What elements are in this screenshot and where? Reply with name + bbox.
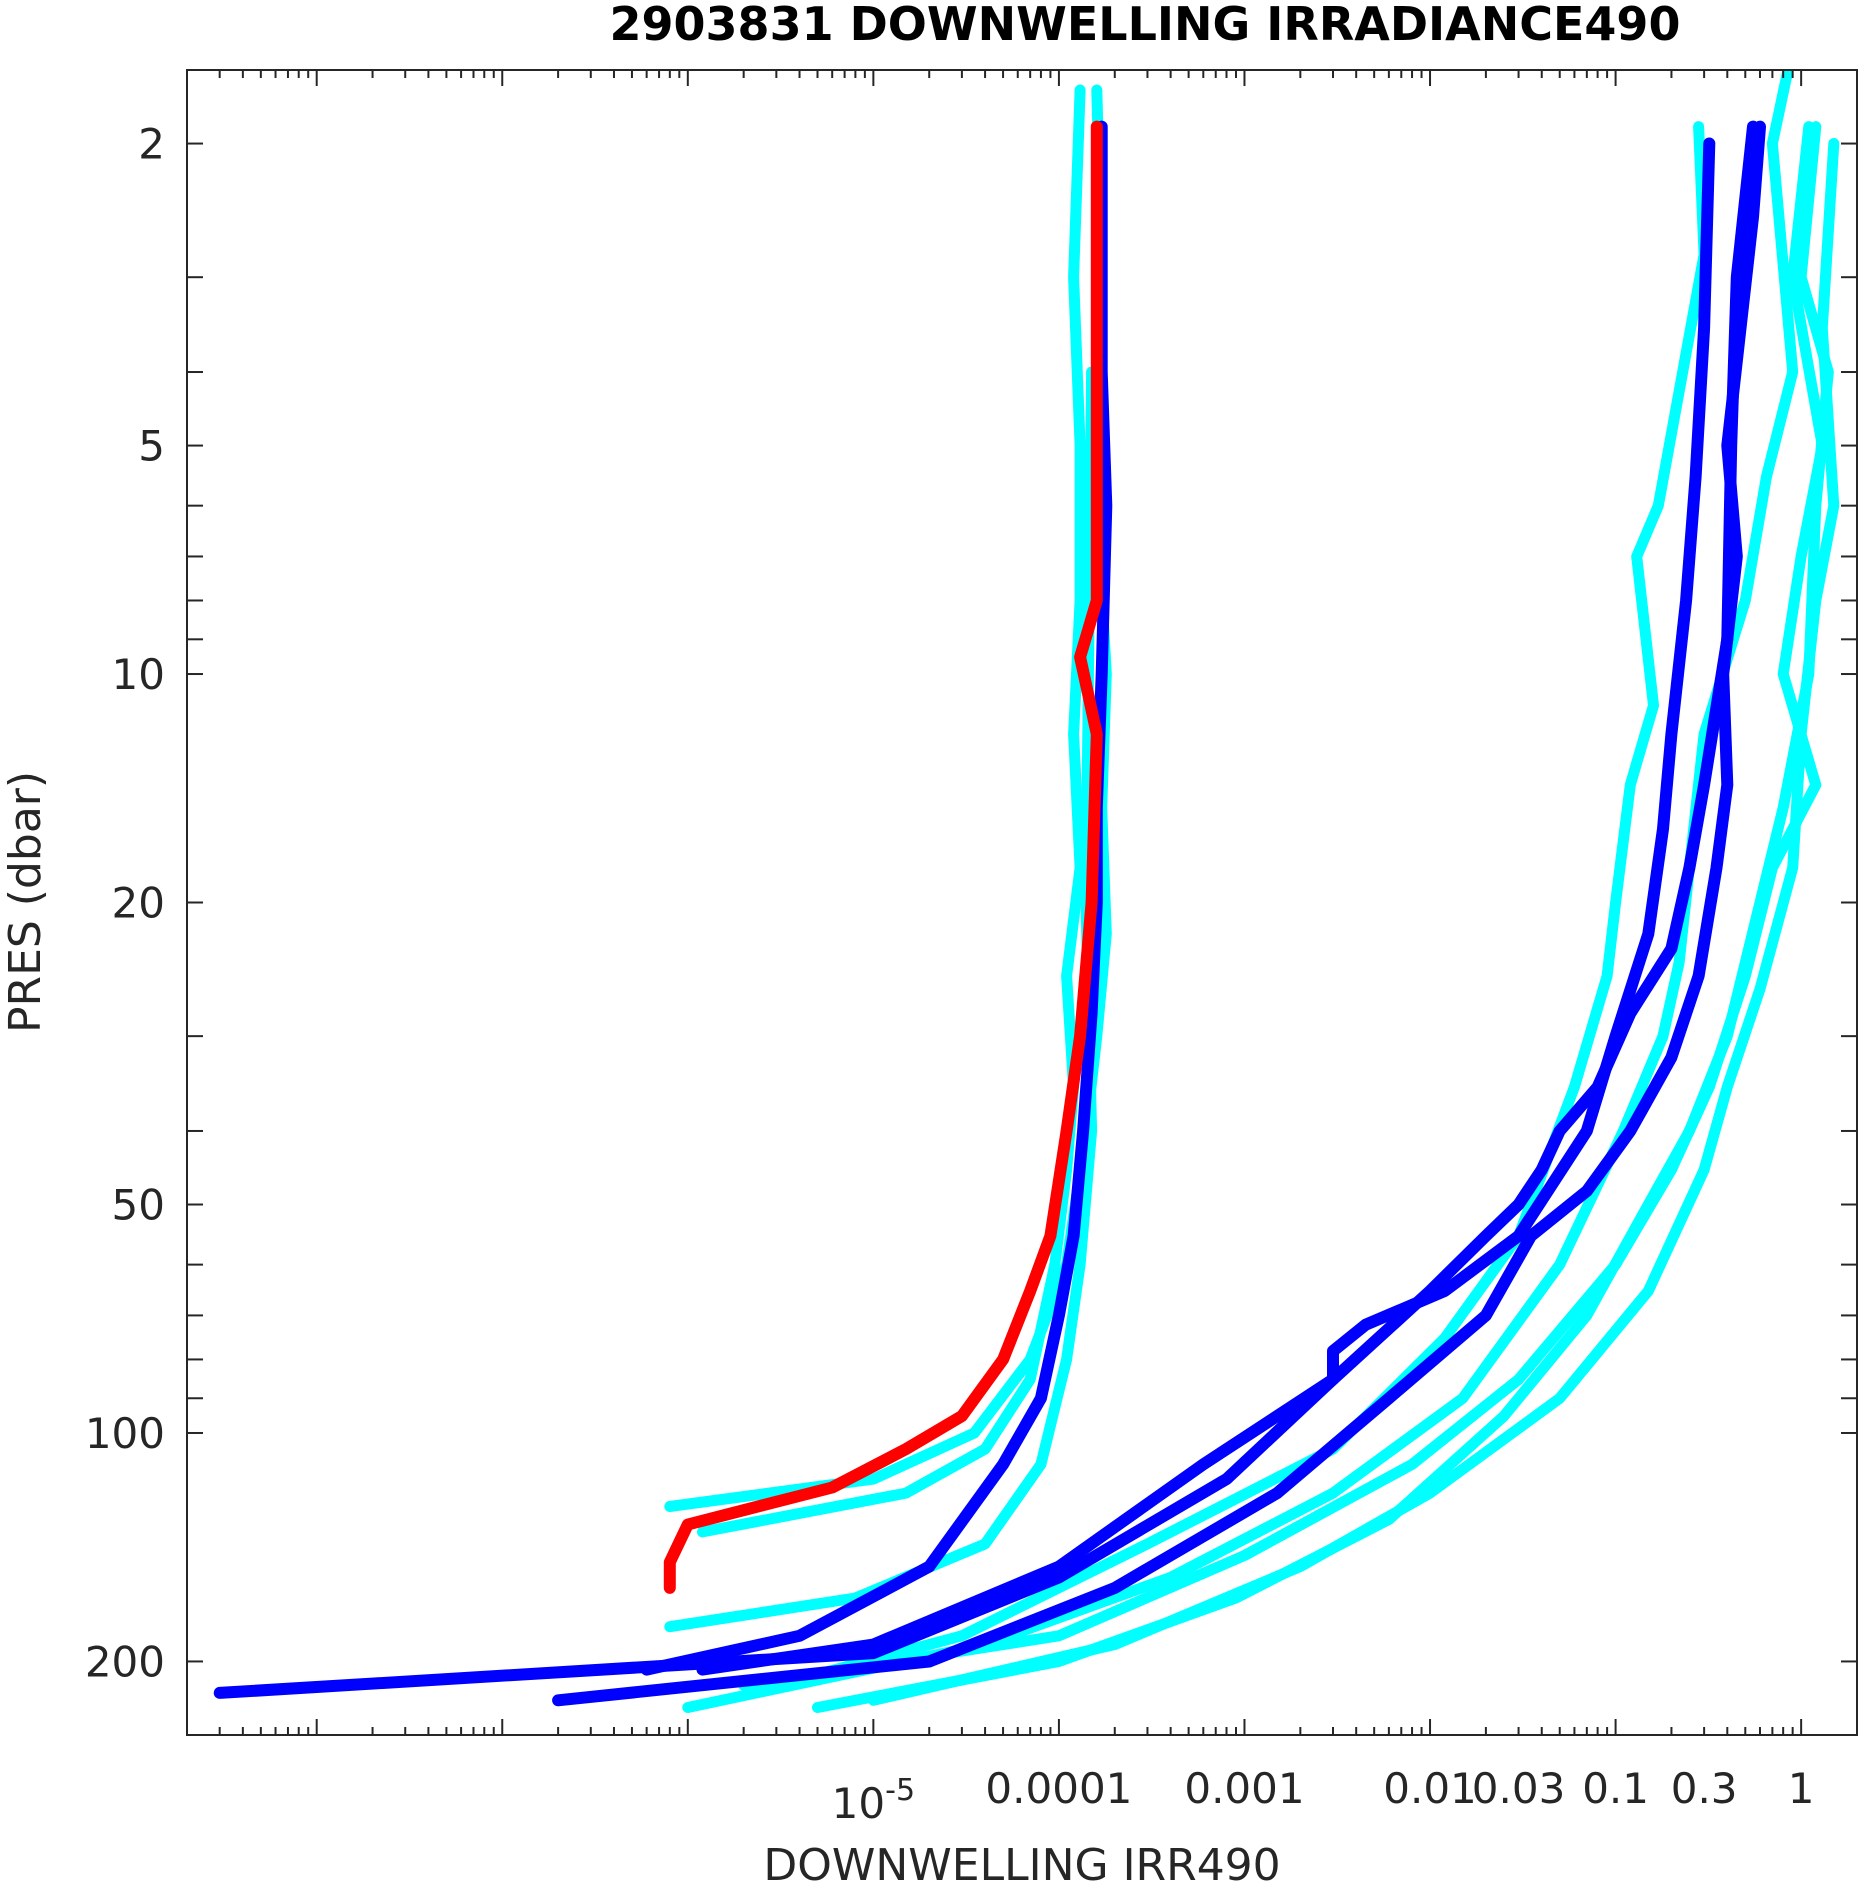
blue-profile-line-11 bbox=[696, 137, 1716, 1676]
x-tick-label: 0.3 bbox=[1671, 1764, 1738, 1813]
cyan-profile-line-6 bbox=[770, 121, 1710, 1691]
plot-area bbox=[213, 70, 1840, 1713]
x-tick-label: 0.03 bbox=[1472, 1764, 1566, 1813]
x-tick-label: 1 bbox=[1788, 1764, 1815, 1813]
y-tick-label: 20 bbox=[112, 879, 165, 928]
x-tick-label: 0.0001 bbox=[985, 1764, 1132, 1813]
y-tick-label: 100 bbox=[85, 1409, 165, 1458]
blue-profile-line-4 bbox=[640, 120, 1113, 1676]
y-axis-tick-labels: 2 5 10 20 50 100 200 bbox=[85, 120, 165, 1687]
blue-profile-line-13 bbox=[552, 120, 1766, 1707]
cyan-profile-line-7 bbox=[682, 70, 1799, 1713]
cyan-profile-line-1 bbox=[697, 84, 1086, 1538]
x-axis-label: DOWNWELLING IRR490 bbox=[763, 1840, 1280, 1891]
x-tick-label: 10-5 bbox=[832, 1773, 915, 1828]
y-tick-label: 2 bbox=[138, 120, 165, 169]
x-axis-tick-labels: 10-5 0.0001 0.001 0.010.03 0.1 0.3 1 bbox=[832, 1764, 1815, 1828]
axes-frame bbox=[186, 69, 1858, 1736]
cyan-profile-line-10 bbox=[738, 121, 1828, 1691]
cyan-profile-line-9 bbox=[867, 138, 1840, 1706]
cyan-profile-line-2 bbox=[664, 84, 1112, 1512]
y-axis-label: PRES (dbar) bbox=[0, 771, 51, 1033]
y-tick-label: 200 bbox=[85, 1637, 165, 1686]
red-profile-line-5 bbox=[663, 120, 1103, 1594]
y-tick-label: 50 bbox=[112, 1181, 165, 1230]
chart-title: 2903831 DOWNWELLING IRRADIANCE490 bbox=[610, 0, 1681, 51]
x-tick-label: 0.1 bbox=[1582, 1764, 1649, 1813]
y-tick-label: 10 bbox=[112, 650, 165, 699]
x-tick-label: 0.01 bbox=[1383, 1764, 1477, 1813]
cyan-profile-line-3 bbox=[664, 366, 1098, 1633]
x-tick-label: 0.001 bbox=[1184, 1764, 1304, 1813]
blue-profile-line-12 bbox=[213, 120, 1759, 1699]
axis-ticks bbox=[186, 70, 1858, 1735]
y-tick-label: 5 bbox=[138, 422, 165, 471]
